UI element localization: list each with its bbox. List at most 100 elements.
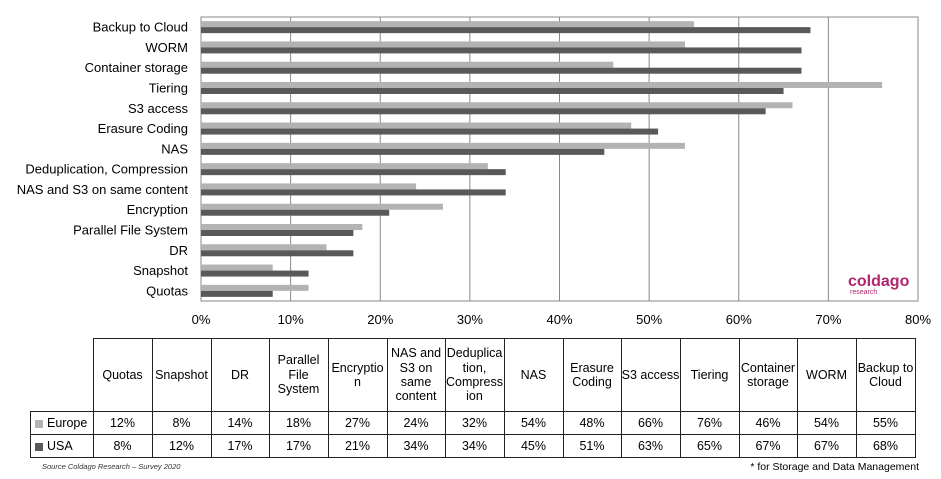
table-row: USA 8% 12% 17% 17% 21% 34% 34% 45% 51% 63% 65% 67% 67… — [30, 434, 916, 458]
category-label: NAS — [161, 141, 188, 156]
table-cell: 34% — [444, 434, 505, 458]
source-note: Source Coldago Research – Survey 2020 — [42, 462, 181, 471]
x-tick-label: 50% — [636, 312, 662, 327]
legend-swatch — [35, 442, 43, 451]
logo-sub: research — [850, 289, 878, 296]
column-header: WORM — [796, 338, 857, 412]
column-header: NAS and S3 on same content — [386, 338, 446, 412]
category-label: DR — [169, 243, 188, 258]
category-label: Encryption — [127, 202, 188, 217]
bar-europe — [201, 102, 793, 109]
bar-chart: 0% 10% 20% 30% 40% 50% 60% 70% 80% Backup to Clou… — [17, 16, 931, 327]
bar-europe — [201, 61, 614, 68]
column-header: Erasure Coding — [562, 338, 622, 412]
category-label: Backup to Cloud — [93, 20, 188, 35]
table-row: Europe 12% 8% 14% 18% 27% 24% 32% 54% 48% 66% 76% 46… — [30, 411, 916, 435]
data-table: Quotas Snapshot DR Parallel File System Encr… — [30, 338, 916, 458]
table-cell: 17% — [268, 434, 329, 458]
legend-label: USA — [47, 438, 73, 453]
category-label: Container storage — [85, 60, 188, 75]
table-cell: 8% — [92, 434, 153, 458]
x-tick-label: 30% — [457, 312, 483, 327]
category-label: Snapshot — [133, 263, 188, 278]
table-cell: 76% — [679, 411, 740, 435]
coldago-logo: coldago research — [848, 273, 910, 297]
bar-europe — [201, 224, 363, 230]
bar-europe — [201, 264, 273, 271]
column-header: NAS — [503, 338, 564, 412]
table-cell: 27% — [327, 411, 388, 435]
bar-usa — [201, 67, 802, 74]
table-cell: 32% — [444, 411, 505, 435]
table-cell: 14% — [210, 411, 270, 435]
category-label: WORM — [145, 40, 188, 55]
column-header: S3 access — [620, 338, 681, 412]
bar-europe — [201, 183, 417, 190]
column-header: Container storage — [738, 338, 798, 412]
table-cell: 66% — [620, 411, 681, 435]
category-label: Quotas — [146, 283, 188, 298]
bar-europe — [201, 142, 685, 149]
table-cell: 65% — [679, 434, 740, 458]
bar-usa — [201, 88, 784, 94]
x-tick-label: 60% — [726, 312, 752, 327]
table-cell: 68% — [855, 434, 916, 458]
x-tick-label: 0% — [192, 312, 211, 327]
category-label: Deduplication, Compression — [25, 162, 188, 177]
table-cell: 12% — [92, 411, 153, 435]
table-cell: 67% — [738, 434, 798, 458]
bar-usa — [201, 148, 605, 155]
table-cell: 18% — [268, 411, 329, 435]
legend-label: Europe — [47, 415, 88, 430]
category-label: S3 access — [128, 101, 188, 116]
column-header: Tiering — [679, 338, 740, 412]
bar-europe — [201, 41, 685, 48]
column-header: Encryptio n — [327, 338, 388, 412]
table-cell: 17% — [210, 434, 270, 458]
table-cell: 48% — [562, 411, 622, 435]
table-cell: 34% — [386, 434, 446, 458]
x-tick-label: 80% — [905, 312, 931, 327]
x-tick-label: 10% — [278, 312, 304, 327]
category-label: NAS and S3 on same content — [17, 182, 189, 197]
column-header: Backup to Cloud — [855, 338, 916, 412]
table-cell: 54% — [503, 411, 564, 435]
bar-europe — [201, 21, 694, 28]
bar-usa — [201, 169, 506, 176]
bar-usa — [201, 209, 390, 216]
x-tick-label: 40% — [546, 312, 572, 327]
bar-usa — [201, 27, 811, 34]
table-cell: 21% — [327, 434, 388, 458]
footnote: * for Storage and Data Management — [750, 461, 919, 473]
bar-usa — [201, 128, 659, 135]
bar-usa — [201, 189, 506, 196]
row-label: USA — [30, 434, 94, 458]
bar-usa — [201, 47, 802, 54]
column-header: Parallel File System — [268, 338, 329, 412]
x-tick-label: 20% — [367, 312, 393, 327]
table-cell: 45% — [503, 434, 564, 458]
bar-usa — [201, 250, 354, 257]
logo-main: coldago — [848, 273, 910, 290]
row-label: Europe — [30, 411, 94, 435]
table-cell: 8% — [151, 411, 212, 435]
legend-swatch — [35, 419, 43, 428]
bar-europe — [201, 122, 632, 129]
bar-europe — [201, 82, 883, 88]
table-cell: 12% — [151, 434, 212, 458]
table-header-row: Quotas Snapshot DR Parallel File System Encr… — [30, 338, 916, 412]
bar-usa — [201, 230, 354, 236]
table-cell: 67% — [796, 434, 857, 458]
table-cell: 51% — [562, 434, 622, 458]
bar-europe — [201, 284, 309, 291]
category-label: Erasure Coding — [98, 121, 188, 136]
x-tick-label: 70% — [815, 312, 841, 327]
table-cell: 63% — [620, 434, 681, 458]
table-cell: 46% — [738, 411, 798, 435]
category-label: Tiering — [149, 81, 188, 96]
table-corner — [30, 338, 94, 412]
bar-usa — [201, 108, 766, 115]
column-header: Quotas — [92, 338, 153, 412]
column-header: Snapshot — [151, 338, 212, 412]
column-header: DR — [210, 338, 270, 412]
